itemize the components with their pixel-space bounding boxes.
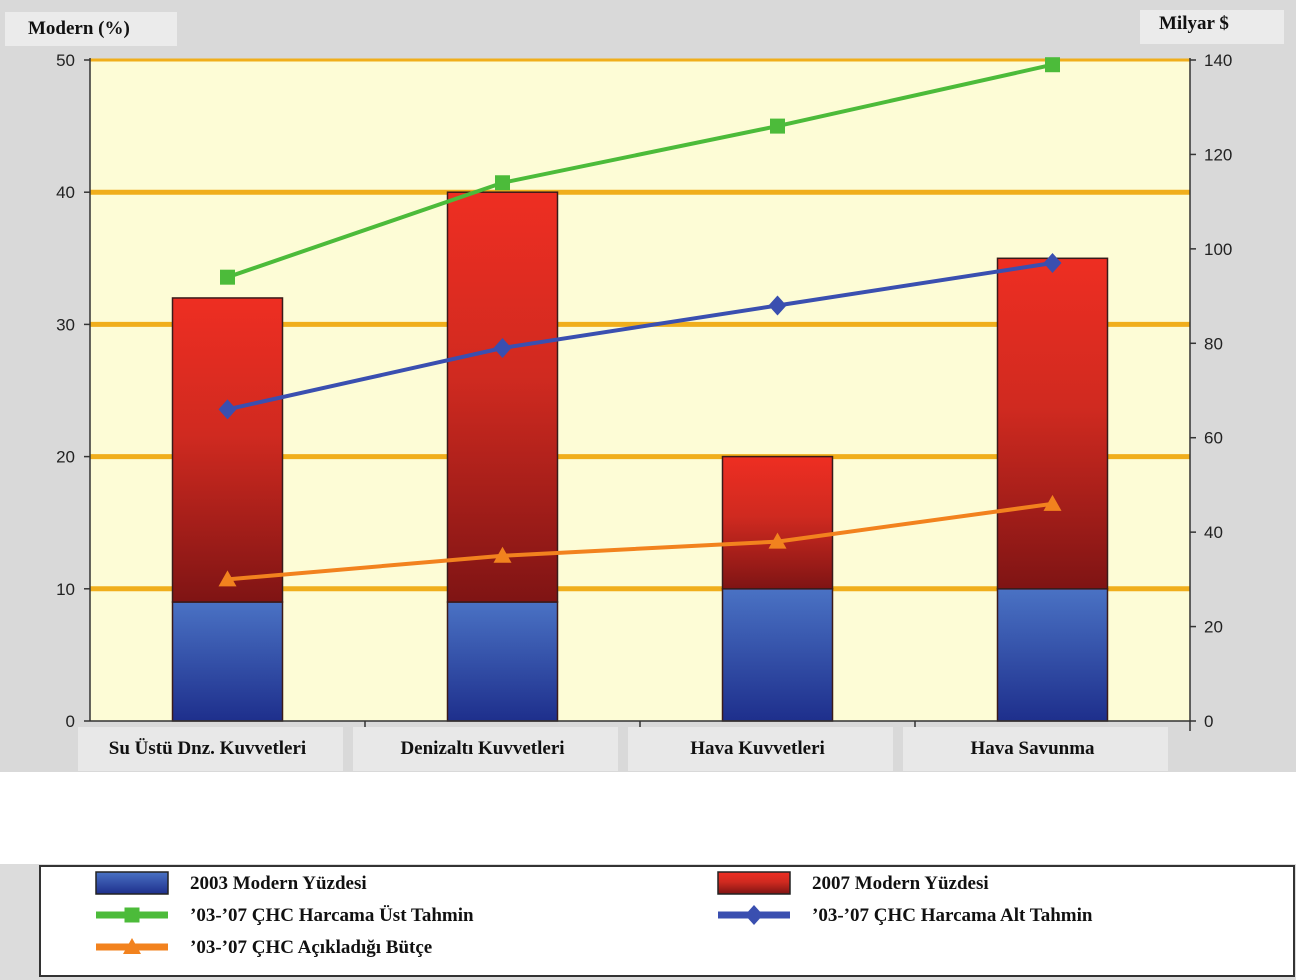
category-label-box	[628, 727, 893, 771]
series-line	[226, 62, 1053, 280]
triangle-marker	[493, 546, 512, 563]
right-tick-label: 80	[1204, 334, 1223, 353]
square-marker	[1045, 57, 1060, 73]
legend-box	[39, 865, 1295, 977]
category-label-box	[78, 727, 343, 771]
bars	[171, 191, 1109, 722]
bar-2003	[446, 601, 559, 722]
right-tick-label: 140	[1204, 51, 1232, 70]
bar-2007	[171, 297, 284, 603]
bar-2003	[171, 601, 284, 722]
square-marker	[124, 907, 140, 923]
diamond-marker	[493, 338, 512, 359]
left-axis-label-box	[5, 12, 177, 46]
left-tick-label: 30	[56, 315, 75, 334]
right-tick-label: 0	[1204, 712, 1213, 731]
bar-2003	[721, 588, 834, 722]
left-tick-label: 10	[56, 580, 75, 599]
triangle-marker	[218, 570, 237, 587]
legend-swatch	[95, 871, 169, 895]
right-tick-label: 40	[1204, 523, 1223, 542]
category-labels: Su Üstü Dnz. Kuvvetleri Denizaltı Kuvvetl…	[78, 727, 1168, 771]
bar-2007	[446, 191, 559, 603]
legend-label: ’03-’07 ÇHC Harcama Üst Tahmin	[190, 905, 474, 926]
diamond-marker	[768, 295, 787, 316]
diamond-marker	[218, 399, 237, 420]
bar-2003	[996, 588, 1109, 722]
left-tick-label: 40	[56, 183, 75, 202]
diamond-marker	[745, 905, 763, 925]
right-tick-label: 20	[1204, 618, 1223, 637]
axes: 0 10 20 30 40 50 0 20 40 60 80 100 120 140	[56, 51, 1232, 731]
diamond-marker	[1043, 253, 1062, 274]
category-label: Su Üstü Dnz. Kuvvetleri	[109, 738, 306, 759]
category-label: Hava Savunma	[970, 738, 1095, 759]
legend: 2003 Modern Yüzdesi 2007 Modern Yüzdesi ’0…	[95, 871, 1093, 958]
bar-2007	[996, 257, 1109, 590]
right-tick-label: 60	[1204, 429, 1223, 448]
category-label: Hava Kuvvetleri	[690, 738, 825, 759]
square-marker	[770, 118, 785, 134]
square-marker	[495, 175, 510, 191]
lines	[218, 57, 1062, 587]
triangle-marker	[768, 532, 787, 549]
bar-2007	[721, 455, 834, 590]
left-tick-label: 50	[56, 51, 75, 70]
series-line	[227, 501, 1053, 582]
left-axis-label: Modern (%)	[28, 18, 130, 39]
right-tick-label: 100	[1204, 240, 1232, 259]
legend-label: ’03-’07 ÇHC Açıkladığı Bütçe	[190, 937, 432, 958]
series-line	[227, 261, 1053, 412]
right-axis-label-box	[1140, 10, 1284, 44]
right-tick-label: 120	[1204, 145, 1232, 164]
category-label-box	[353, 727, 618, 771]
triangle-marker	[123, 938, 141, 954]
category-label-box	[903, 727, 1168, 771]
square-marker	[220, 269, 235, 285]
triangle-marker	[1043, 494, 1062, 511]
right-axis-label: Milyar $	[1159, 13, 1229, 34]
legend-label: 2003 Modern Yüzdesi	[190, 873, 367, 894]
left-tick-label: 20	[56, 448, 75, 467]
left-tick-label: 0	[66, 712, 75, 731]
category-label: Denizaltı Kuvvetleri	[400, 738, 564, 759]
legend-label: 2007 Modern Yüzdesi	[812, 873, 989, 894]
legend-label: ’03-’07 ÇHC Harcama Alt Tahmin	[812, 905, 1093, 926]
legend-swatch	[717, 871, 791, 895]
